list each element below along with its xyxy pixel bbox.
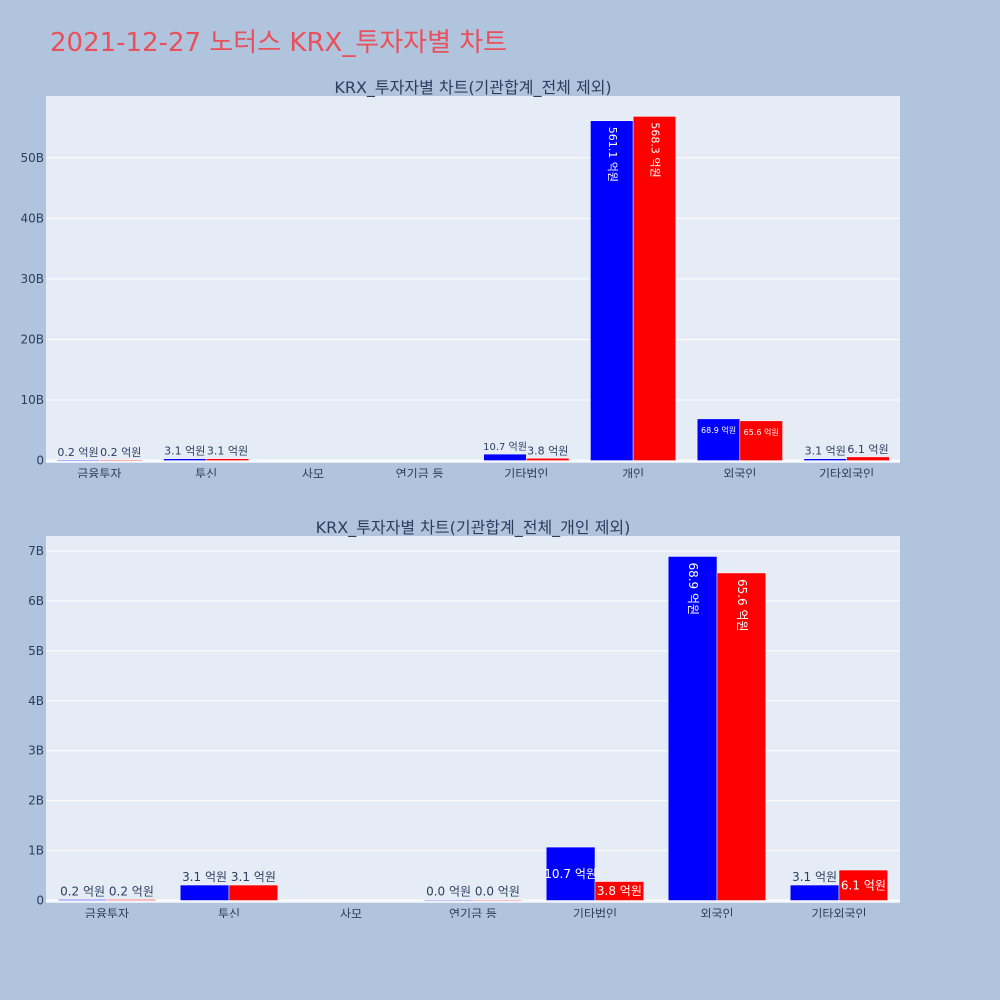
y-tick-label: 1B <box>28 844 44 858</box>
bar <box>483 453 527 461</box>
x-tick-label: 개인 <box>622 467 644 478</box>
y-tick-label: 5B <box>28 644 44 658</box>
data-label: 3.1 억원 <box>805 445 846 458</box>
page-title: 2021-12-27 노터스 KRX_투자자별 차트 <box>50 28 508 58</box>
data-label: 568.3 억원 <box>648 122 661 177</box>
bar <box>594 881 645 901</box>
bar <box>632 116 677 461</box>
chart-subtitle: KRX_투자자별 차트(기관합계_전체 제외) <box>334 78 611 98</box>
data-label: 10.7 억원 <box>483 441 527 453</box>
data-label: 0.0 억원 <box>426 885 471 899</box>
bar <box>526 458 570 461</box>
x-tick-label: 사모 <box>302 467 324 478</box>
bar <box>472 899 523 901</box>
y-tick-label: 0 <box>36 894 44 908</box>
bar <box>590 120 634 461</box>
bar <box>163 458 207 461</box>
y-tick-label: 50B <box>20 151 44 165</box>
y-tick-label: 40B <box>20 211 44 225</box>
bar <box>423 899 474 901</box>
x-tick-label: 투신 <box>218 907 240 918</box>
chart-bottom: 0 1B 2B 3B 4B 5B 6B 7B KRX_투자자별 차트(기관합계_전체_개인 제외… <box>28 518 900 918</box>
data-label: 561.1 억원 <box>606 127 619 182</box>
data-label: 68.9 억원 <box>686 562 700 615</box>
y-tick-label: 3B <box>28 744 44 758</box>
plot-area <box>46 536 900 903</box>
chart-top: 0 10B 20B 30B 40B 50B KRX_투자자별 차트(기관합계_전체 제외) 금… <box>20 78 900 478</box>
bar <box>106 899 157 901</box>
data-label: 0.0 억원 <box>475 885 520 899</box>
x-tick-label: 기타외국인 <box>819 467 874 478</box>
y-tick-label: 7B <box>28 544 44 558</box>
y-tick-label: 2B <box>28 794 44 808</box>
y-tick-label: 10B <box>20 393 44 407</box>
data-label: 10.7 억원 <box>544 867 597 881</box>
x-tick-label: 기타법인 <box>573 907 617 918</box>
y-tick-label: 30B <box>20 272 44 286</box>
bar <box>545 846 596 901</box>
bar <box>99 459 143 461</box>
x-tick-label: 금융투자 <box>85 907 129 918</box>
x-tick-label: 기타법인 <box>504 467 548 478</box>
bar <box>739 420 783 461</box>
bar <box>803 458 847 461</box>
plot-area <box>46 96 900 463</box>
bar <box>56 459 100 461</box>
data-label: 6.1 억원 <box>847 443 888 456</box>
bar <box>846 456 890 461</box>
x-tick-label: 외국인 <box>723 467 756 478</box>
data-label: 68.9 억원 <box>701 425 736 435</box>
bar <box>205 458 250 461</box>
data-label: 6.1 억원 <box>841 878 886 892</box>
data-label: 3.1 억원 <box>792 870 837 884</box>
y-tick-label: 20B <box>20 332 44 346</box>
bar <box>716 572 767 901</box>
x-tick-label: 금융투자 <box>77 467 121 478</box>
y-tick-label: 4B <box>28 694 44 708</box>
chart-panel-top: 0 10B 20B 30B 40B 50B KRX_투자자별 차트(기관합계_전체 제외) 금… <box>0 78 1000 478</box>
bar <box>228 884 279 901</box>
x-tick-label: 사모 <box>340 907 362 918</box>
data-label: 3.1 억원 <box>164 445 205 458</box>
data-label: 3.1 억원 <box>207 445 248 458</box>
data-label: 65.6 억원 <box>735 579 749 632</box>
data-label: 0.2 억원 <box>57 446 98 459</box>
data-label: 3.8 억원 <box>527 444 568 457</box>
x-tick-label: 연기금 등 <box>449 907 497 918</box>
bar <box>667 556 718 901</box>
x-tick-label: 외국인 <box>700 907 733 918</box>
y-tick-label: 0 <box>36 454 44 468</box>
data-label: 0.2 억원 <box>100 446 141 459</box>
bar <box>57 899 108 901</box>
bar <box>789 884 840 901</box>
data-label: 3.1 억원 <box>182 870 227 884</box>
chart-subtitle: KRX_투자자별 차트(기관합계_전체_개인 제외) <box>316 518 631 538</box>
y-tick-label: 6B <box>28 594 44 608</box>
chart-panel-bottom: 0 1B 2B 3B 4B 5B 6B 7B KRX_투자자별 차트(기관합계_전체_개인 제외… <box>0 518 1000 918</box>
bar <box>838 869 889 901</box>
x-tick-label: 연기금 등 <box>396 467 444 478</box>
bar <box>179 884 230 901</box>
data-label: 0.2 억원 <box>60 885 105 899</box>
x-tick-label: 투신 <box>195 467 217 478</box>
data-label: 0.2 억원 <box>109 885 154 899</box>
data-label: 3.8 억원 <box>597 884 642 898</box>
data-label: 3.1 억원 <box>231 870 276 884</box>
x-tick-label: 기타외국인 <box>811 907 866 918</box>
data-label: 65.6 억원 <box>744 427 779 437</box>
